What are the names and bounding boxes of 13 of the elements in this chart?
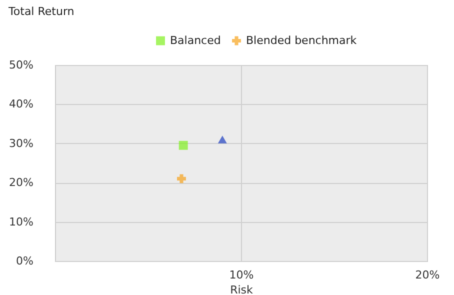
y-axis-title: Total Return (8, 5, 74, 18)
y-tick-label: 20% (9, 176, 34, 190)
y-tick-label: 40% (9, 98, 34, 111)
point (177, 174, 186, 184)
legend-label: Blended benchmark (246, 34, 358, 47)
point (218, 136, 227, 144)
x-axis-title: Risk (230, 284, 254, 295)
y-tick-label: 50% (9, 58, 34, 72)
y-tick-label: 30% (9, 136, 34, 150)
y-tick-label: 0% (16, 254, 34, 268)
point (178, 140, 188, 150)
legend-label: Balanced (170, 34, 221, 47)
y-tick-label: 10% (9, 215, 34, 228)
